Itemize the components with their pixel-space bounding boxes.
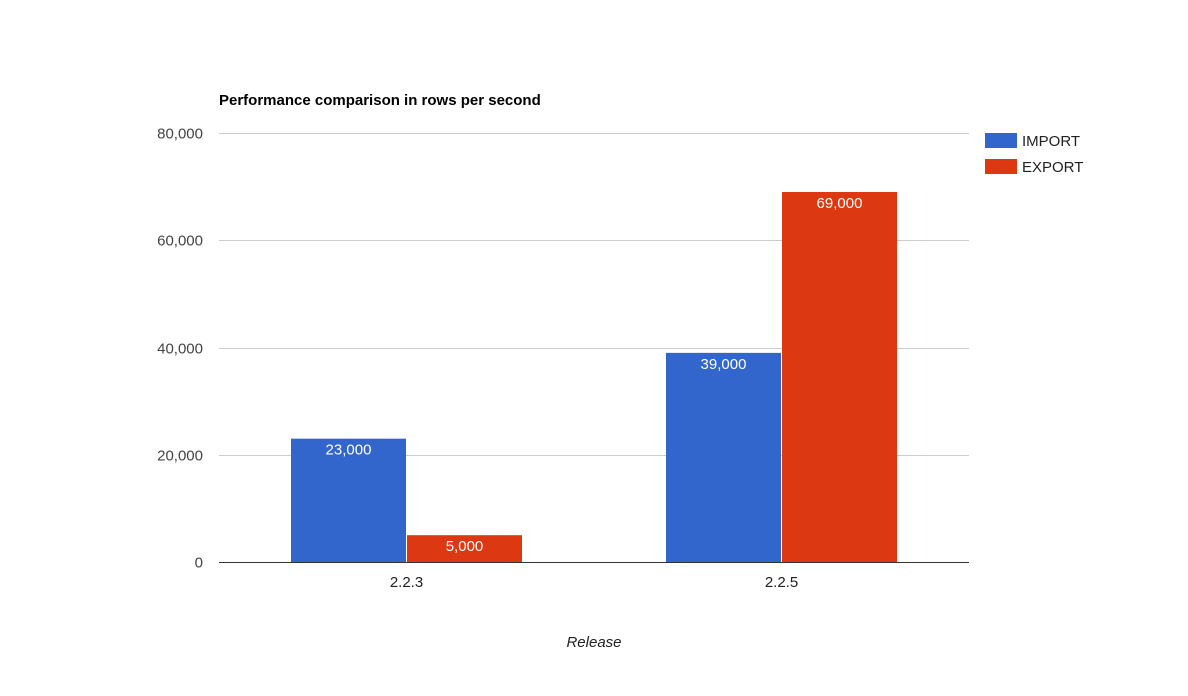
x-tick-label: 2.2.3	[390, 574, 423, 591]
x-axis-ticks: 2.2.3 2.2.5	[390, 574, 798, 591]
data-label: 39,000	[701, 356, 747, 373]
legend-swatch-export	[985, 159, 1017, 174]
bar-export-2.2.3	[407, 535, 522, 562]
y-tick-label: 60,000	[157, 233, 203, 250]
legend-label: IMPORT	[1022, 133, 1080, 150]
legend-label: EXPORT	[1022, 159, 1083, 176]
bars: 23,000 5,000 39,000 69,000	[291, 191, 897, 563]
y-axis-ticks: 0 20,000 40,000 60,000 80,000	[157, 126, 203, 572]
legend-swatch-import	[985, 133, 1017, 148]
bar-import-2.2.3	[291, 438, 406, 562]
x-tick-label: 2.2.5	[765, 574, 798, 591]
y-tick-label: 40,000	[157, 341, 203, 358]
bar-import-2.2.5	[666, 352, 781, 562]
x-axis-label: Release	[566, 634, 621, 651]
chart-title: Performance comparison in rows per secon…	[219, 92, 541, 109]
bar-export-2.2.5	[782, 191, 897, 563]
legend: IMPORT EXPORT	[985, 133, 1083, 176]
y-tick-label: 0	[195, 555, 203, 572]
y-tick-label: 80,000	[157, 126, 203, 143]
data-label: 5,000	[446, 538, 484, 555]
data-label: 69,000	[817, 195, 863, 212]
y-tick-label: 20,000	[157, 448, 203, 465]
data-label: 23,000	[326, 442, 372, 459]
